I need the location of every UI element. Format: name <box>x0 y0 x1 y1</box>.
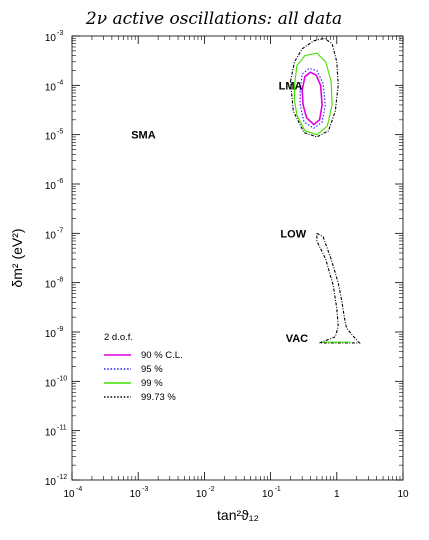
x-axis-label: tan²ϑ₁₂ <box>217 507 259 523</box>
y-tick-label: 10 <box>45 230 57 241</box>
x-tick-exponent: -3 <box>142 486 148 493</box>
region-label-vac: VAC <box>286 333 308 345</box>
y-axis-label: δm² (eV²) <box>9 228 25 287</box>
y-tick-label: 10 <box>45 132 57 143</box>
y-tick-exponent: -7 <box>57 227 63 234</box>
y-tick-label: 10 <box>45 329 57 340</box>
y-tick-exponent: -12 <box>57 474 67 481</box>
x-tick-label: 10 <box>63 489 75 500</box>
region-label-lma: LMA <box>279 80 303 92</box>
legend-label: 90 % C.L. <box>141 350 183 361</box>
y-tick-exponent: -8 <box>57 277 63 284</box>
region-label-low: LOW <box>280 228 306 240</box>
y-tick-exponent: -11 <box>57 425 67 432</box>
legend-label: 99.73 % <box>141 392 176 403</box>
y-tick-label: 10 <box>45 33 57 44</box>
region-labels: LMA SMA LOW VAC <box>131 80 308 345</box>
x-tick-label: 10 <box>397 489 409 500</box>
legend-title: 2 d.o.f. <box>104 332 133 343</box>
legend: 2 d.o.f. 90 % C.L. 95 % 99 % 99.73 % <box>104 332 183 403</box>
y-tick-label: 10 <box>45 477 57 488</box>
x-tick-exponent: -4 <box>76 486 82 493</box>
y-tick-exponent: -10 <box>57 375 67 382</box>
x-tick-label: 10 <box>196 489 208 500</box>
plot-frame <box>71 35 404 481</box>
contour-99.73-cl <box>316 232 361 344</box>
legend-entries: 90 % C.L. 95 % 99 % 99.73 % <box>104 350 183 403</box>
y-tick-exponent: -5 <box>57 129 63 136</box>
y-axis-ticks <box>72 35 403 481</box>
y-tick-label: 10 <box>45 82 57 93</box>
y-tick-exponent: -4 <box>57 79 63 86</box>
y-tick-label: 10 <box>45 378 57 389</box>
x-axis-ticks <box>71 36 404 480</box>
legend-label: 95 % <box>141 364 163 375</box>
x-tick-label: 10 <box>130 489 142 500</box>
legend-label: 99 % <box>141 378 163 389</box>
y-tick-label: 10 <box>45 181 57 192</box>
x-axis-tick-labels: 10 -4 10 -3 10 -2 10 -1 1 10 <box>63 486 409 500</box>
x-tick-exponent: -2 <box>208 486 214 493</box>
x-tick-label: 1 <box>334 489 340 500</box>
contour-99-cl <box>293 52 333 136</box>
y-tick-label: 10 <box>45 280 57 291</box>
y-tick-exponent: -9 <box>57 326 63 333</box>
y-tick-exponent: -6 <box>57 178 63 185</box>
chart-title: 2ν active oscillations: all data <box>85 9 342 29</box>
y-tick-exponent: -3 <box>57 30 63 37</box>
x-tick-label: 10 <box>262 489 274 500</box>
region-label-sma: SMA <box>131 130 156 142</box>
contour-90-cl <box>301 71 323 126</box>
contour-99.73-cl <box>289 37 339 138</box>
contour-regions <box>289 37 361 344</box>
y-tick-label: 10 <box>45 428 57 439</box>
x-tick-exponent: -1 <box>275 486 281 493</box>
